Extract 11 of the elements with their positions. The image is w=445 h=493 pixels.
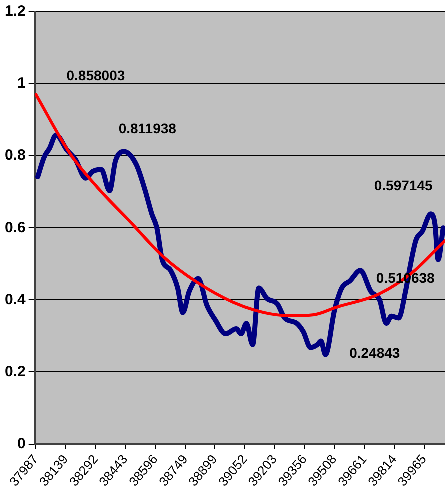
y-tick-label: 0.6 (4, 219, 26, 236)
annotation: 0.597145 (374, 178, 433, 194)
y-tick-label: 1 (18, 75, 26, 92)
annotation: 0.858003 (66, 68, 126, 84)
y-tick-label: 0.8 (4, 147, 26, 164)
y-tick-label: 0.4 (4, 291, 26, 308)
y-tick-label: 1.2 (4, 3, 26, 20)
annotation: 0.24843 (350, 345, 400, 362)
annotation: 0.811938 (118, 120, 177, 136)
y-tick-label: 0.2 (4, 363, 26, 380)
y-tick-label: 0 (18, 435, 26, 452)
